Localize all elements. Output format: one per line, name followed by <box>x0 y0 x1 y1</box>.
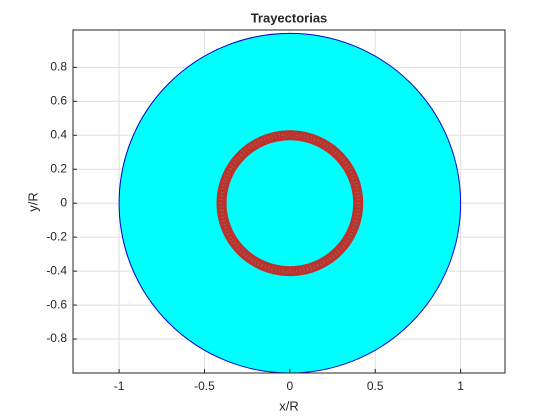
x-tick-label: -0.5 <box>194 379 215 393</box>
x-tick-label: -1 <box>114 379 125 393</box>
chart-title: Trayectorias <box>251 10 328 25</box>
y-tick-label: 0.6 <box>50 93 67 107</box>
y-tick-label: 0.4 <box>50 127 67 141</box>
y-tick-label: -0.2 <box>46 229 67 243</box>
y-tick-label: 0 <box>60 195 67 209</box>
y-axis-label: y/R <box>25 192 40 212</box>
y-tick-label: -0.4 <box>46 263 67 277</box>
axes-box <box>72 29 506 374</box>
y-tick-label: 0.2 <box>50 161 67 175</box>
y-tick-label: -0.6 <box>46 297 67 311</box>
x-tick-label: 0 <box>287 379 294 393</box>
trajectory <box>216 130 364 277</box>
y-tick-label: 0.8 <box>50 60 67 74</box>
x-tick-label: 1 <box>457 379 464 393</box>
y-tick-label: -0.8 <box>46 331 67 345</box>
inner-hole <box>280 193 300 213</box>
x-axis-label: x/R <box>279 398 299 413</box>
x-tick-label: 0.5 <box>367 379 384 393</box>
